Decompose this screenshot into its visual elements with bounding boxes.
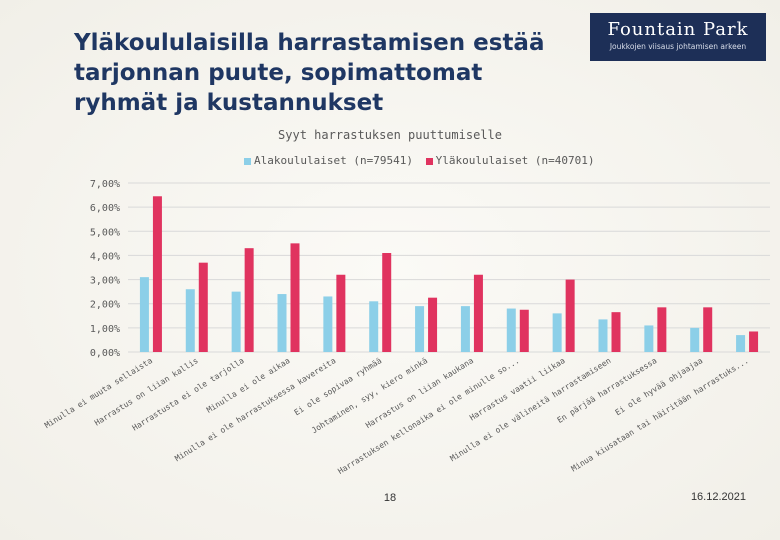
bar-alakoulu — [323, 296, 333, 352]
bar-alakoulu — [415, 306, 425, 352]
y-tick-label: 6,00% — [90, 203, 120, 214]
chart-legend: Alakoululaiset (n=79541) Yläkoululaiset … — [244, 154, 595, 167]
slide-title: Yläkoululaisilla harrastamisen estää tar… — [74, 28, 574, 118]
category-label: Minulla ei ole harrastuksessa kavereita — [173, 356, 337, 463]
legend-label-alakoulu: Alakoululaiset (n=79541) — [254, 154, 413, 167]
category-label: Minulla ei ole aikaa — [205, 356, 292, 415]
legend-swatch-ylakoulu — [425, 157, 433, 165]
y-tick-label: 4,00% — [90, 251, 120, 262]
legend-label-ylakoulu: Yläkoululaiset (n=40701) — [435, 154, 595, 167]
legend-item-ylakoulu: Yläkoululaiset (n=40701) — [425, 154, 595, 167]
y-tick-label: 3,00% — [90, 276, 120, 287]
legend-swatch-alakoulu — [244, 157, 251, 165]
title-line: Yläkoululaisilla harrastamisen estää — [74, 30, 545, 56]
y-tick-label: 7,00% — [90, 179, 120, 190]
chart-title: Syyt harrastuksen puuttumiselle — [278, 128, 502, 142]
bar-ylakoulu — [657, 307, 667, 352]
bar-ylakoulu — [428, 297, 438, 352]
page-number: 18 — [383, 492, 397, 504]
bar-alakoulu — [231, 291, 241, 352]
category-label: Minulla ei ole välineitä harrastamiseen — [448, 356, 612, 463]
title-line: tarjonnan puute, sopimattomat — [74, 60, 483, 86]
bar-ylakoulu — [565, 279, 575, 352]
bar-alakoulu — [736, 335, 746, 352]
legend-item-alakoulu: Alakoululaiset (n=79541) — [244, 154, 413, 167]
bar-alakoulu — [644, 325, 654, 352]
bar-ylakoulu — [152, 196, 162, 352]
bar-alakoulu — [139, 277, 149, 352]
bar-ylakoulu — [382, 253, 392, 352]
fountain-park-logo: Fountain Park Joukkojen viisaus johtamis… — [590, 13, 766, 61]
bar-alakoulu — [552, 313, 562, 352]
bar-ylakoulu — [703, 307, 713, 352]
bar-alakoulu — [277, 294, 287, 352]
category-label: Ei ole hyvää ohjaajaa — [614, 356, 705, 417]
bar-alakoulu — [185, 289, 195, 352]
y-tick-label: 1,00% — [90, 324, 120, 335]
bar-alakoulu — [598, 319, 608, 352]
bar-ylakoulu — [244, 248, 254, 352]
logo-tagline: Joukkojen viisaus johtamisen arkeen — [609, 42, 747, 51]
title-line: ryhmät ja kustannukset — [74, 90, 384, 116]
bar-alakoulu — [690, 327, 700, 352]
bar-ylakoulu — [198, 262, 208, 352]
bar-ylakoulu — [519, 309, 529, 352]
bar-alakoulu — [460, 306, 470, 352]
bar-alakoulu — [506, 308, 516, 352]
y-tick-label: 0,00% — [90, 348, 120, 359]
bar-ylakoulu — [611, 312, 621, 352]
bar-ylakoulu — [473, 274, 483, 352]
bar-ylakoulu — [290, 243, 300, 352]
bar-ylakoulu — [336, 274, 346, 352]
y-tick-label: 2,00% — [90, 300, 120, 311]
logo-name: Fountain Park — [607, 19, 749, 40]
category-label: Minua kiusataan tai häiritään harrastuks… — [570, 356, 750, 473]
bar-ylakoulu — [749, 331, 759, 352]
category-label: Ei ole sopivaa ryhmää — [293, 356, 384, 417]
slide-date: 16.12.2021 — [690, 491, 746, 503]
bar-alakoulu — [369, 301, 379, 352]
y-tick-label: 5,00% — [90, 227, 120, 238]
